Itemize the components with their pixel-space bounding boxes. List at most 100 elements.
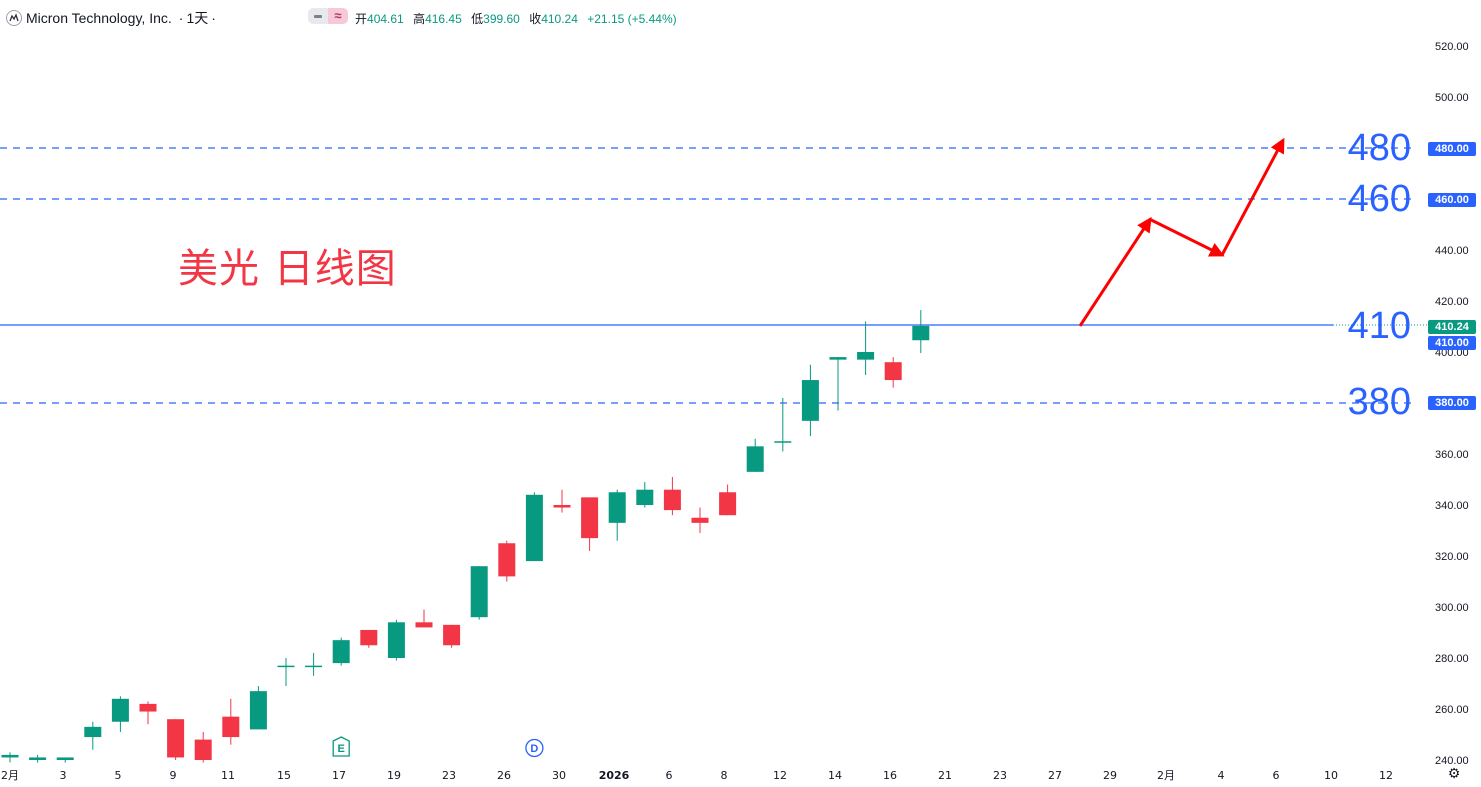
projection-arrow[interactable] xyxy=(1220,137,1285,256)
candle[interactable] xyxy=(332,637,350,666)
candle[interactable] xyxy=(167,719,185,760)
candle[interactable] xyxy=(470,566,488,620)
candle-body xyxy=(56,757,74,760)
candle[interactable] xyxy=(719,484,737,516)
x-tick-label: 6 xyxy=(1273,769,1280,782)
close-value: 410.24 xyxy=(541,12,578,26)
candle[interactable] xyxy=(194,731,212,763)
low-label: 低 xyxy=(471,12,484,26)
level-label-410[interactable]: 410 xyxy=(1347,305,1411,347)
candle[interactable] xyxy=(222,698,240,745)
candle-body xyxy=(470,566,488,618)
y-tick-label: 420.00 xyxy=(1435,296,1469,308)
candle[interactable] xyxy=(801,364,819,437)
price-tag-460: 460.00 xyxy=(1428,193,1476,207)
candle[interactable] xyxy=(84,721,102,750)
candle-body xyxy=(746,446,764,472)
candle[interactable] xyxy=(663,476,681,516)
candle-body xyxy=(663,489,681,511)
event-marker-label: E xyxy=(338,743,345,755)
y-tick-label: 320.00 xyxy=(1435,551,1469,563)
high-label: 高 xyxy=(413,12,426,26)
candle-body xyxy=(801,380,819,421)
y-tick-label: 280.00 xyxy=(1435,653,1469,665)
candle[interactable] xyxy=(581,497,599,551)
x-tick-label: 2月 xyxy=(1,769,19,782)
y-tick-label: 440.00 xyxy=(1435,245,1469,257)
indicator-toggle[interactable]: ≈ xyxy=(308,8,348,24)
x-tick-label: 6 xyxy=(666,769,673,782)
candle-body xyxy=(829,357,847,360)
level-label-480[interactable]: 480 xyxy=(1347,127,1411,169)
candle[interactable] xyxy=(636,482,654,508)
candle-body xyxy=(498,543,516,577)
candle[interactable] xyxy=(525,492,543,562)
candle[interactable] xyxy=(139,701,157,725)
level-label-380[interactable]: 380 xyxy=(1347,381,1411,423)
level-label-460[interactable]: 460 xyxy=(1347,178,1411,220)
event-marker-e[interactable]: E xyxy=(332,736,350,757)
x-tick-label: 26 xyxy=(497,769,511,782)
candle[interactable] xyxy=(29,754,47,763)
candle-body xyxy=(139,703,157,712)
candle[interactable] xyxy=(387,619,405,661)
symbol-title[interactable]: Micron Technology, Inc. xyxy=(26,10,172,26)
candle-body xyxy=(857,352,875,360)
y-tick-label: 520.00 xyxy=(1435,41,1469,53)
wave-icon[interactable]: ≈ xyxy=(328,8,348,24)
candle-body xyxy=(194,739,212,760)
x-tick-label: 11 xyxy=(221,769,235,782)
low-value: 399.60 xyxy=(483,12,520,26)
y-tick-label: 500.00 xyxy=(1435,92,1469,104)
price-tag-410: 410.00 xyxy=(1428,336,1476,350)
x-tick-label: 23 xyxy=(993,769,1007,782)
earnings-marker-shape xyxy=(332,736,350,757)
y-tick-label: 300.00 xyxy=(1435,602,1469,614)
candle[interactable] xyxy=(111,696,129,732)
candle-body xyxy=(111,698,129,722)
close-label: 收 xyxy=(529,12,542,26)
collapse-icon[interactable] xyxy=(308,8,328,24)
candle[interactable] xyxy=(553,489,571,513)
y-tick-label: 340.00 xyxy=(1435,500,1469,512)
candle[interactable] xyxy=(884,357,902,388)
candle[interactable] xyxy=(1,752,19,763)
settings-gear-icon[interactable]: ⚙ xyxy=(1447,765,1461,781)
change-value: +21.15 (+5.44%) xyxy=(587,12,677,26)
y-tick-label: 360.00 xyxy=(1435,449,1469,461)
candle-body xyxy=(774,441,792,443)
candle[interactable] xyxy=(857,321,875,375)
candle[interactable] xyxy=(249,686,267,730)
x-tick-label: 21 xyxy=(938,769,952,782)
candle-body xyxy=(443,624,461,646)
candle[interactable] xyxy=(360,629,378,648)
candle[interactable] xyxy=(56,757,74,763)
candle[interactable] xyxy=(443,624,461,648)
candle[interactable] xyxy=(746,438,764,472)
x-tick-label: 15 xyxy=(277,769,291,782)
open-value: 404.61 xyxy=(367,12,404,26)
candle[interactable] xyxy=(277,658,295,687)
interval-label[interactable]: 1天 xyxy=(186,10,209,26)
micron-logo-icon xyxy=(6,10,22,26)
price-tag-480: 480.00 xyxy=(1428,142,1476,156)
candle[interactable] xyxy=(912,310,930,354)
separator-dot: · xyxy=(178,10,184,26)
candle[interactable] xyxy=(415,609,433,628)
candle-body xyxy=(884,362,902,381)
projection-arrow[interactable] xyxy=(1149,218,1225,257)
event-marker-d[interactable]: D xyxy=(525,738,544,758)
y-tick-label: 400.00 xyxy=(1435,347,1469,359)
projection-arrow[interactable] xyxy=(1078,216,1152,327)
candle[interactable] xyxy=(305,652,323,676)
candle[interactable] xyxy=(608,489,626,541)
candle[interactable] xyxy=(498,540,516,582)
candle-body xyxy=(84,726,102,738)
x-tick-label: 4 xyxy=(1218,769,1225,782)
candle-body xyxy=(719,492,737,516)
candle[interactable] xyxy=(774,397,792,452)
chart-annotation-text[interactable]: 美光 日线图 xyxy=(178,246,397,292)
candle[interactable] xyxy=(829,357,847,411)
candle[interactable] xyxy=(691,507,709,534)
